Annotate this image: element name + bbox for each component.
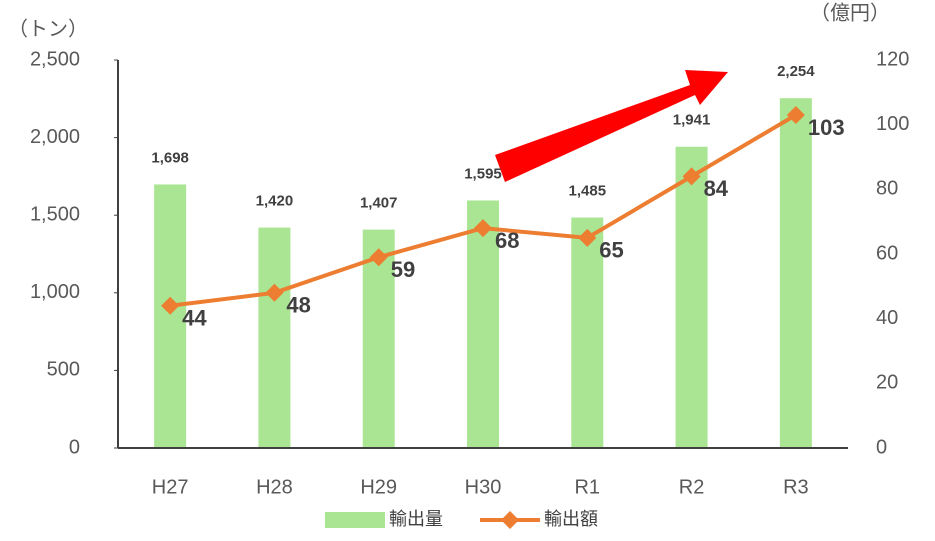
x-tick-label: R3: [783, 476, 809, 498]
line-marker: [474, 219, 492, 238]
line-marker: [786, 105, 805, 124]
line-marker: [578, 228, 597, 247]
line-marker: [161, 296, 180, 315]
y2-tick-label: 120: [876, 48, 909, 70]
y2-tick-label: 100: [876, 113, 909, 135]
y-tick-label: 1,000: [30, 281, 80, 303]
arrow: [495, 70, 728, 182]
x-tick-label: H30: [465, 476, 502, 498]
data-label: 44: [182, 306, 207, 331]
y-tick-label: 2,000: [30, 126, 80, 148]
legend-label: 輸出量: [389, 509, 443, 529]
bar: [571, 217, 604, 448]
x-tick-label: H27: [152, 476, 189, 498]
y-tick-label: 500: [47, 359, 80, 381]
bar: [467, 200, 499, 448]
data-label: 48: [286, 293, 310, 318]
data-label: 1,485: [569, 182, 607, 199]
y2-tick-label: 40: [876, 307, 898, 329]
bar: [779, 98, 812, 448]
y-axis-label: （トン）: [8, 17, 88, 40]
data-label: 2,254: [777, 63, 815, 80]
bar: [154, 184, 187, 448]
data-label: 65: [599, 238, 623, 263]
data-label: 1,420: [256, 193, 294, 210]
x-tick-label: H29: [360, 476, 397, 498]
y2-tick-label: 20: [876, 372, 898, 394]
legend-swatch: [325, 512, 385, 528]
y-tick-label: 0: [69, 436, 80, 458]
line-marker: [265, 283, 284, 302]
y2-tick-label: 80: [876, 178, 898, 200]
bar: [258, 227, 291, 448]
data-label: 84: [704, 176, 729, 201]
x-tick-label: H28: [256, 476, 293, 498]
data-label: 1,407: [360, 195, 398, 212]
x-tick-label: R2: [679, 476, 705, 498]
data-label: 59: [391, 257, 415, 282]
y-tick-label: 1,500: [30, 203, 80, 225]
legend-label: 輸出額: [544, 509, 598, 529]
data-label: 1,941: [673, 112, 711, 129]
x-tick-label: R1: [574, 476, 600, 498]
data-label: 68: [495, 228, 519, 253]
y2-tick-label: 0: [876, 436, 887, 458]
data-label: 1,698: [151, 149, 189, 166]
bar: [675, 146, 708, 448]
legend-marker: [501, 511, 519, 529]
y-tick-label: 2,500: [30, 48, 80, 70]
y2-axis-label: （億円）: [810, 1, 890, 24]
line-marker: [682, 167, 701, 186]
y2-tick-label: 60: [876, 242, 898, 264]
line-marker: [369, 248, 388, 267]
data-label: 1,595: [464, 165, 502, 182]
data-label: 103: [808, 115, 845, 140]
